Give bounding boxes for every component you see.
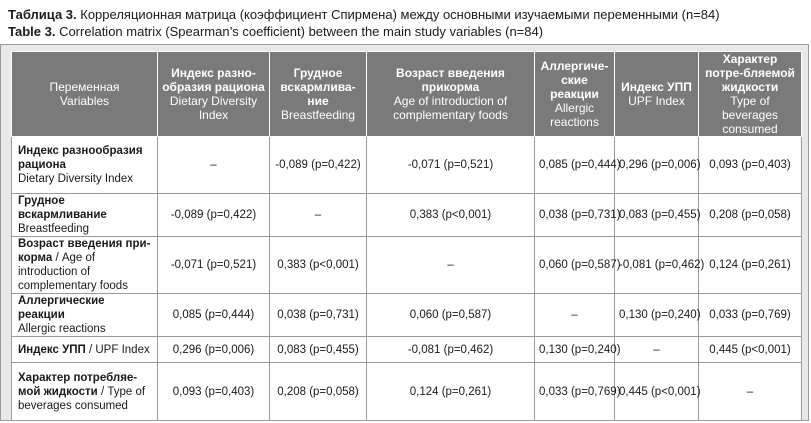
table-cell: 0,124 (p=0,261) — [366, 362, 535, 421]
table-cell: 0,130 (p=0,240) — [534, 336, 621, 363]
table-cell: -0,089 (p=0,422) — [157, 193, 270, 237]
table-cell: 0,208 (p=0,058) — [269, 362, 367, 421]
table-cell: 0,383 (p<0,001) — [269, 236, 367, 294]
table-cell: 0,083 (p=0,455) — [614, 193, 701, 237]
header-cell: Индекс УПП UPF Index — [614, 51, 699, 137]
row-label-ru: Индекс разнообразия рациона — [18, 145, 143, 171]
header-en: Type of beverages consumed — [721, 94, 779, 136]
header-en: Allergic reactions — [550, 101, 599, 129]
table-cell: – — [698, 362, 802, 421]
table-row: Характер потребляе-мой жидкости / Type o… — [11, 362, 802, 421]
table-cell: -0,071 (p=0,521) — [157, 236, 270, 294]
table-cell: -0,089 (p=0,422) — [269, 136, 367, 194]
table-row: Аллергические реакции Allergic reactions … — [11, 293, 802, 337]
row-label-en: / Age of introduction of complementary f… — [18, 252, 128, 292]
caption-en-prefix: Table 3. — [8, 24, 56, 39]
header-ru: Переменная — [49, 80, 120, 94]
header-row: Переменная Variables Индекс разно-образия… — [11, 51, 802, 137]
table-cell: 0,208 (p=0,058) — [698, 193, 802, 237]
row-label-en: Allergic reactions — [18, 323, 106, 335]
table-row: Возраст введения при-корма / Age of intr… — [11, 236, 802, 294]
row-label-en: / UPF Index — [85, 343, 150, 356]
correlation-table: Переменная Variables Индекс разно-образия… — [11, 51, 802, 421]
table-cell: -0,081 (p=0,462) — [366, 336, 535, 363]
header-ru: Индекс УПП — [621, 80, 692, 94]
row-label-en: Dietary Diversity Index — [18, 173, 134, 185]
row-label: Индекс разнообразия рациона Dietary Diver… — [11, 136, 158, 194]
caption-ru-prefix: Таблица 3. — [8, 7, 77, 22]
header-ru: Аллергиче-ские реакции — [540, 59, 609, 101]
caption-ru-text: Корреляционная матрица (коэффициент Спир… — [76, 7, 720, 22]
table-cell: 0,130 (p=0,240) — [614, 293, 701, 337]
table-cell: 0,038 (p=0,731) — [269, 293, 367, 337]
header-en: Dietary Diversity Index — [169, 94, 258, 122]
row-label-en: / Type of beverages consumed — [18, 385, 146, 412]
table-cell: 0,060 (p=0,587) — [534, 236, 621, 294]
table-cell: 0,445 (p<0,001) — [614, 362, 701, 421]
header-ru: Грудное вскармлива-ние — [280, 66, 356, 108]
header-en: UPF Index — [628, 94, 685, 108]
header-cell: Характер потре-бляемой жидкости Type of b… — [698, 51, 802, 137]
table-cell: 0,093 (p=0,403) — [698, 136, 802, 194]
table-cell: 0,445 (p<0,001) — [698, 336, 802, 363]
row-label: Аллергические реакции Allergic reactions — [11, 293, 158, 337]
row-label: Индекс УПП / UPF Index — [11, 336, 158, 363]
header-en: Variables — [59, 94, 110, 108]
table-cell: – — [157, 136, 270, 194]
caption-en-text: Correlation matrix (Spearman’s coefficie… — [55, 24, 544, 39]
header-ru: Характер потре-бляемой жидкости — [705, 52, 795, 94]
table-cell: 0,038 (p=0,731) — [534, 193, 621, 237]
table-row: Индекс разнообразия рациона Dietary Diver… — [11, 136, 802, 194]
row-label: Характер потребляе-мой жидкости / Type o… — [11, 362, 158, 421]
header-en: Breastfeeding — [280, 108, 356, 122]
table-cell: 0,093 (p=0,403) — [157, 362, 270, 421]
table-cell: 0,083 (p=0,455) — [269, 336, 367, 363]
header-cell: Переменная Variables — [11, 51, 158, 137]
table-row: Индекс УПП / UPF Index 0,296 (p=0,006) 0… — [11, 336, 802, 363]
header-cell: Возраст введения прикорма Age of introduc… — [366, 51, 535, 137]
row-label-ru: Индекс УПП — [18, 343, 86, 356]
header-cell: Индекс разно-образия рациона Dietary Dive… — [157, 51, 270, 137]
table-cell: 0,060 (p=0,587) — [366, 293, 535, 337]
row-label-ru: Возраст введения при-корма — [18, 238, 151, 264]
table-cell: -0,081 (p=0,462) — [614, 236, 704, 294]
caption-en: Table 3. Correlation matrix (Spearman’s … — [8, 23, 720, 40]
table-cell: 0,033 (p=0,769) — [534, 362, 621, 421]
table-cell: – — [534, 293, 615, 337]
table-row: Грудное вскармливание Breastfeeding -0,08… — [11, 193, 802, 237]
table-cell: 0,124 (p=0,261) — [698, 236, 802, 294]
table-cell: 0,085 (p=0,444) — [157, 293, 270, 337]
table-caption: Таблица 3. Корреляционная матрица (коэфф… — [8, 6, 720, 40]
table-cell: 0,296 (p=0,006) — [157, 336, 270, 363]
header-ru: Индекс разно-образия рациона — [162, 66, 265, 94]
row-label: Грудное вскармливание Breastfeeding — [11, 193, 158, 237]
table-cell: 0,033 (p=0,769) — [698, 293, 802, 337]
row-label-ru: Характер потребляе-мой жидкости — [18, 371, 138, 398]
header-en: Age of introduction of complementary foo… — [393, 94, 508, 122]
header-ru: Возраст введения прикорма — [396, 66, 505, 94]
table-cell: – — [614, 336, 699, 363]
row-label-en: Breastfeeding — [18, 223, 89, 235]
table-cell: – — [269, 193, 367, 237]
table-cell: – — [366, 236, 535, 294]
table-cell: 0,085 (p=0,444) — [534, 136, 621, 194]
row-label-ru: Аллергические реакции — [18, 295, 105, 321]
caption-ru: Таблица 3. Корреляционная матрица (коэфф… — [8, 6, 720, 23]
row-label-ru: Грудное вскармливание — [18, 195, 107, 221]
table-cell: -0,071 (p=0,521) — [366, 136, 535, 194]
table-cell: 0,296 (p=0,006) — [614, 136, 701, 194]
table-cell: 0,383 (p<0,001) — [366, 193, 535, 237]
header-cell: Грудное вскармлива-ние Breastfeeding — [269, 51, 367, 137]
row-label: Возраст введения при-корма / Age of intr… — [11, 236, 158, 294]
header-cell: Аллергиче-ские реакции Allergic reactions — [534, 51, 615, 137]
